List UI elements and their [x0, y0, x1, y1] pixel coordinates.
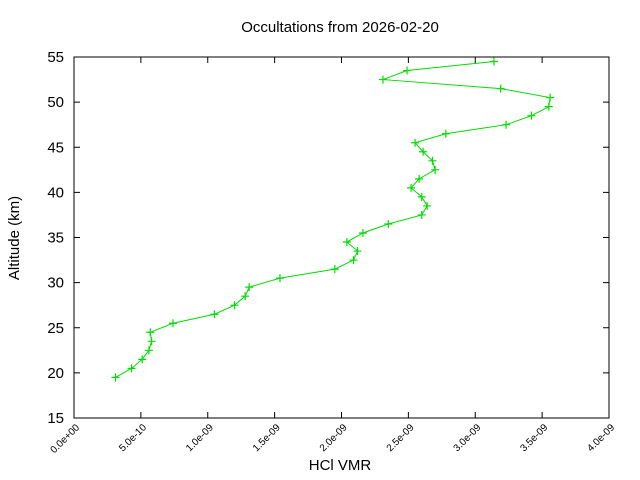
data-point-marker: [417, 192, 426, 201]
data-point-marker: [127, 364, 136, 373]
y-tick-label: 55: [47, 49, 64, 66]
data-point-marker: [403, 66, 412, 75]
data-point-marker: [146, 328, 155, 337]
data-point-marker: [502, 120, 511, 129]
y-tick-label: 45: [47, 139, 64, 156]
data-point-marker: [378, 75, 387, 84]
data-point-marker: [353, 247, 362, 256]
x-tick-label: 2.0e-09: [318, 422, 350, 454]
y-tick-label: 30: [47, 275, 64, 292]
data-point-marker: [407, 183, 416, 192]
x-tick-label: 0.0e+00: [49, 422, 83, 456]
data-point-marker: [138, 355, 147, 364]
x-tick-label: 5.0e-10: [117, 422, 149, 454]
data-point-marker: [147, 337, 156, 346]
data-point-marker: [423, 201, 432, 210]
x-tick-label: 1.5e-09: [251, 422, 283, 454]
data-point-marker: [546, 93, 555, 102]
data-point-marker: [111, 373, 120, 382]
data-point-marker: [358, 228, 367, 237]
y-tick-label: 40: [47, 184, 64, 201]
data-line: [115, 61, 551, 378]
x-tick-label: 4.0e-09: [585, 422, 617, 454]
data-point-marker: [419, 147, 428, 156]
x-tick-label: 3.5e-09: [518, 422, 550, 454]
data-point-marker: [489, 57, 498, 66]
data-point-marker: [349, 256, 358, 265]
data-point-marker: [428, 156, 437, 165]
x-tick-label: 3.0e-09: [452, 422, 484, 454]
data-point-marker: [441, 129, 450, 138]
x-tick-label: 1.0e-09: [184, 422, 216, 454]
y-tick-label: 20: [47, 365, 64, 382]
y-tick-label: 15: [47, 410, 64, 427]
x-tick-label: 2.5e-09: [385, 422, 417, 454]
data-point-marker: [527, 111, 536, 120]
y-axis-label: Altitude (km): [6, 196, 23, 280]
data-point-marker: [431, 165, 440, 174]
data-point-marker: [210, 310, 219, 319]
data-point-marker: [342, 238, 351, 247]
chart-title: Occultations from 2026-02-20: [241, 19, 439, 36]
data-point-marker: [417, 210, 426, 219]
data-point-marker: [144, 346, 153, 355]
data-point-marker: [411, 138, 420, 147]
data-point-marker: [245, 283, 254, 292]
y-tick-label: 35: [47, 230, 64, 247]
data-point-marker: [330, 265, 339, 274]
data-point-marker: [241, 292, 250, 301]
data-point-marker: [544, 102, 553, 111]
data-point-marker: [168, 319, 177, 328]
data-point-marker: [230, 301, 239, 310]
y-tick-label: 25: [47, 320, 64, 337]
data-point-marker: [415, 174, 424, 183]
y-tick-label: 50: [47, 94, 64, 111]
plot-frame: [73, 56, 610, 419]
x-axis-label: HCl VMR: [309, 457, 372, 474]
data-point-marker: [496, 84, 505, 93]
data-point-marker: [384, 219, 393, 228]
data-point-marker: [275, 274, 284, 283]
plot-area: 15 20 25 30 35 40 45 50 55 0.0e+00 5.0e-10 1.0e-09 1…: [47, 49, 617, 456]
